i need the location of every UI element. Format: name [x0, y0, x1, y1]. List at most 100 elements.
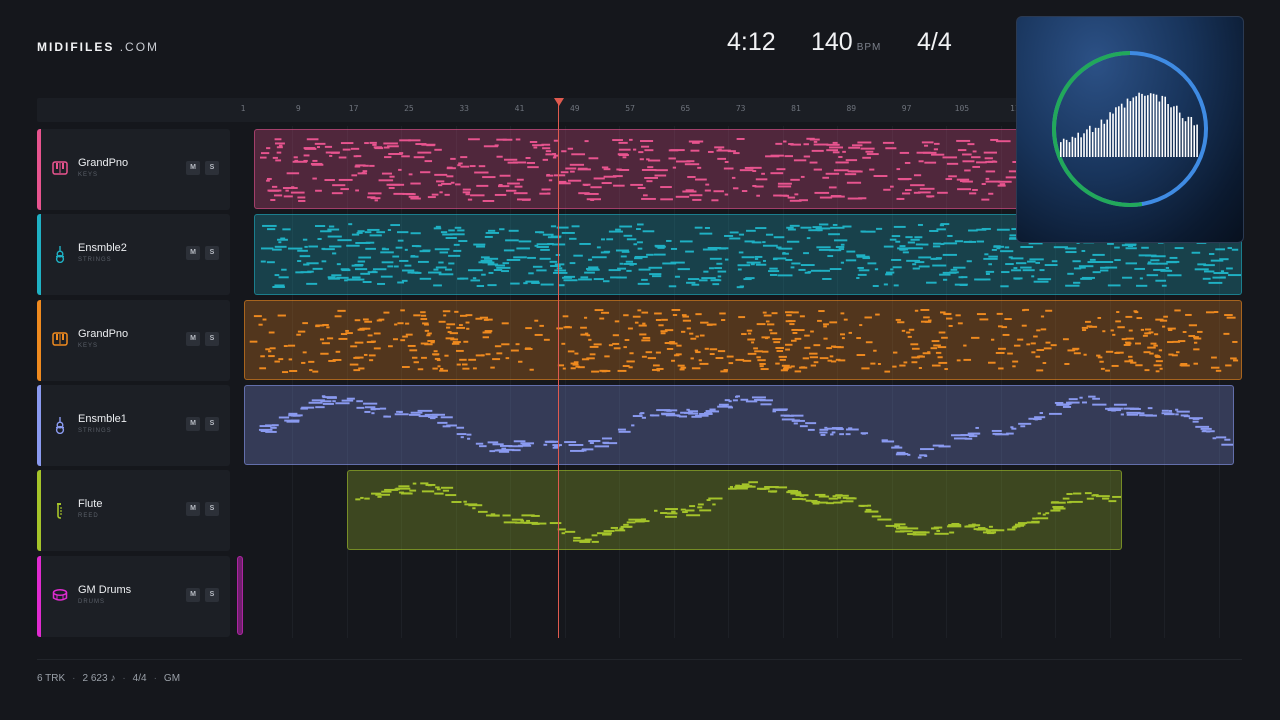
clip-notes: [355, 481, 1121, 543]
track-header[interactable]: GrandPno KEYS M S: [37, 129, 230, 210]
ruler-tick: 105: [954, 104, 970, 113]
spectrum-bar: [1068, 142, 1071, 157]
spectrum-bar: [1083, 133, 1085, 157]
grid-line: [292, 126, 293, 638]
track-color-bar: [37, 470, 41, 551]
track-header[interactable]: Ensmble2 STRINGS M S: [37, 214, 230, 295]
grid-line: [401, 126, 402, 638]
spectrum-bar: [1144, 95, 1146, 157]
spectrum-bar: [1086, 129, 1088, 157]
midi-clip[interactable]: [244, 385, 1234, 465]
flute-icon: [52, 501, 68, 519]
ruler-tick: 9: [295, 104, 301, 113]
grid-line: [891, 126, 893, 638]
spectrum-bar: [1062, 138, 1065, 157]
spectrum-bar: [1158, 101, 1161, 157]
midi-clip[interactable]: [347, 470, 1122, 550]
ruler-tick: 49: [569, 104, 580, 113]
ruler-tick: 97: [901, 104, 912, 113]
spectrum-bar: [1118, 106, 1120, 157]
grid-line: [946, 126, 947, 638]
track-name: GrandPno: [78, 328, 129, 340]
midi-clip[interactable]: [237, 556, 243, 635]
grid-line: [455, 126, 457, 638]
drum-icon: [52, 587, 68, 605]
spectrum-bar: [1080, 137, 1082, 157]
spectrum-bar: [1094, 127, 1097, 157]
spectrum-bar: [1074, 137, 1077, 157]
playhead[interactable]: [558, 98, 559, 638]
spectrum-bar: [1103, 123, 1106, 157]
ruler-tick: 1: [240, 104, 246, 113]
solo-button[interactable]: S: [205, 332, 219, 346]
track-name: GM Drums: [78, 584, 132, 596]
spectrum-bar: [1141, 93, 1143, 157]
mute-button[interactable]: M: [186, 332, 200, 346]
piano-icon: [52, 160, 68, 178]
spectrum-bar: [1106, 119, 1108, 157]
ruler-tick: 25: [404, 104, 414, 113]
solo-button[interactable]: S: [205, 588, 219, 602]
solo-button[interactable]: S: [205, 502, 219, 516]
track-header[interactable]: Ensmble1 STRINGS M S: [37, 385, 230, 466]
spectrum-bar: [1184, 121, 1187, 157]
spectrum-bar: [1138, 92, 1140, 157]
mute-button[interactable]: M: [186, 161, 200, 175]
spectrum-bar: [1071, 136, 1074, 157]
spectrum-bar: [1193, 125, 1195, 157]
track-header[interactable]: Flute REED M S: [37, 470, 230, 551]
spectrum-bar: [1149, 93, 1152, 157]
track-header[interactable]: GM Drums DRUMS M S: [37, 556, 230, 637]
spectrum-bar: [1112, 113, 1114, 157]
ruler-tick: 41: [514, 104, 525, 113]
spectrum-bar: [1132, 97, 1135, 157]
track-category: REED: [78, 513, 99, 519]
solo-button[interactable]: S: [205, 417, 219, 431]
solo-button[interactable]: S: [205, 161, 219, 175]
mute-button[interactable]: M: [186, 588, 200, 602]
audio-visualizer: [1016, 16, 1244, 243]
solo-button[interactable]: S: [205, 246, 219, 260]
spectrum-bar: [1120, 103, 1123, 157]
violin-icon: [52, 416, 68, 435]
ruler-tick: 81: [791, 104, 801, 113]
grid-line: [837, 126, 838, 638]
track-color-bar: [37, 214, 41, 295]
midi-clip[interactable]: [244, 300, 1242, 380]
grid-line: [1164, 126, 1165, 638]
spectrum-bar: [1187, 116, 1190, 157]
visualizer-ring-green: [1052, 51, 1143, 207]
spectrum-bar: [1065, 139, 1068, 157]
spectrum-bar: [1161, 95, 1164, 157]
track-name: GrandPno: [78, 157, 129, 169]
mute-button[interactable]: M: [186, 246, 200, 260]
time-signature: 4/4: [917, 28, 952, 56]
grid-line: [564, 126, 566, 638]
visualizer-graphic: [1052, 51, 1208, 207]
spectrum-bar: [1109, 112, 1111, 157]
ruler-tick: 57: [625, 104, 635, 113]
footer-signature: 4/4: [132, 673, 147, 684]
spectrum-bar: [1155, 94, 1158, 157]
track-header[interactable]: GrandPno KEYS M S: [37, 300, 230, 381]
ruler-tick: 17: [348, 104, 359, 113]
grid-line: [1000, 126, 1002, 638]
footer-note-count: 2 623 ♪: [82, 673, 116, 684]
status-footer: 6 TRK · 2 623 ♪ · 4/4 · GM: [37, 673, 181, 684]
footer-track-count: 6 TRK: [37, 673, 66, 684]
tempo-value: 140: [811, 28, 853, 56]
mute-button[interactable]: M: [186, 417, 200, 431]
spectrum-bar: [1077, 132, 1079, 157]
playhead-handle[interactable]: [554, 98, 564, 106]
spectrum-bar: [1164, 96, 1166, 157]
spectrum-bar: [1176, 105, 1178, 157]
grid-line: [1055, 126, 1056, 638]
spectrum-bar: [1196, 124, 1198, 157]
ruler-tick: 33: [459, 104, 470, 113]
track-name: Ensmble1: [78, 413, 127, 425]
spectrum-bar: [1147, 95, 1149, 157]
clip-notes: [258, 395, 1233, 459]
track-color-bar: [37, 556, 41, 637]
grid-line: [1218, 126, 1220, 638]
mute-button[interactable]: M: [186, 502, 200, 516]
